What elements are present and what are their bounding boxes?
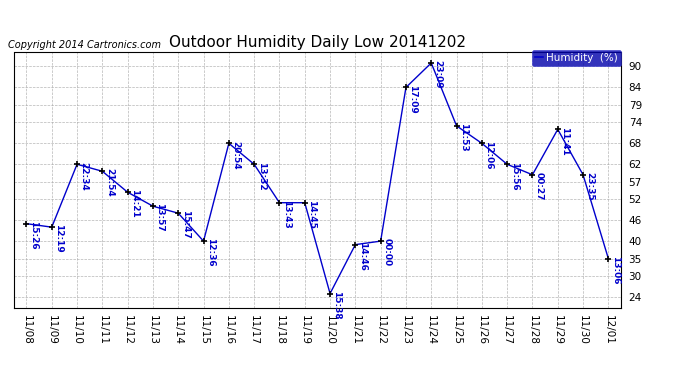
Text: 13:32: 13:32 xyxy=(257,162,266,190)
Text: Copyright 2014 Cartronics.com: Copyright 2014 Cartronics.com xyxy=(8,40,161,50)
Text: 12:36: 12:36 xyxy=(206,238,215,267)
Legend: Humidity  (%): Humidity (%) xyxy=(531,50,621,66)
Text: 20:54: 20:54 xyxy=(231,141,240,169)
Text: 15:26: 15:26 xyxy=(29,221,38,249)
Text: 13:43: 13:43 xyxy=(282,200,291,229)
Text: 12:19: 12:19 xyxy=(55,224,63,253)
Text: 00:27: 00:27 xyxy=(535,172,544,201)
Text: 00:00: 00:00 xyxy=(383,238,392,267)
Text: 23:09: 23:09 xyxy=(434,60,443,89)
Text: 14:21: 14:21 xyxy=(130,189,139,218)
Title: Outdoor Humidity Daily Low 20141202: Outdoor Humidity Daily Low 20141202 xyxy=(169,35,466,50)
Text: 13:57: 13:57 xyxy=(155,203,164,232)
Text: 11:53: 11:53 xyxy=(459,123,468,152)
Text: 11:41: 11:41 xyxy=(560,127,569,155)
Text: 12:06: 12:06 xyxy=(484,141,493,169)
Text: 14:45: 14:45 xyxy=(307,200,316,229)
Text: 22:34: 22:34 xyxy=(79,162,88,190)
Text: 13:06: 13:06 xyxy=(611,256,620,284)
Text: 14:46: 14:46 xyxy=(358,242,367,271)
Text: 15:38: 15:38 xyxy=(333,291,342,320)
Text: 23:35: 23:35 xyxy=(586,172,595,201)
Text: 17:09: 17:09 xyxy=(408,85,417,113)
Text: 15:47: 15:47 xyxy=(181,210,190,239)
Text: 21:54: 21:54 xyxy=(105,168,114,197)
Text: 15:56: 15:56 xyxy=(510,162,519,190)
